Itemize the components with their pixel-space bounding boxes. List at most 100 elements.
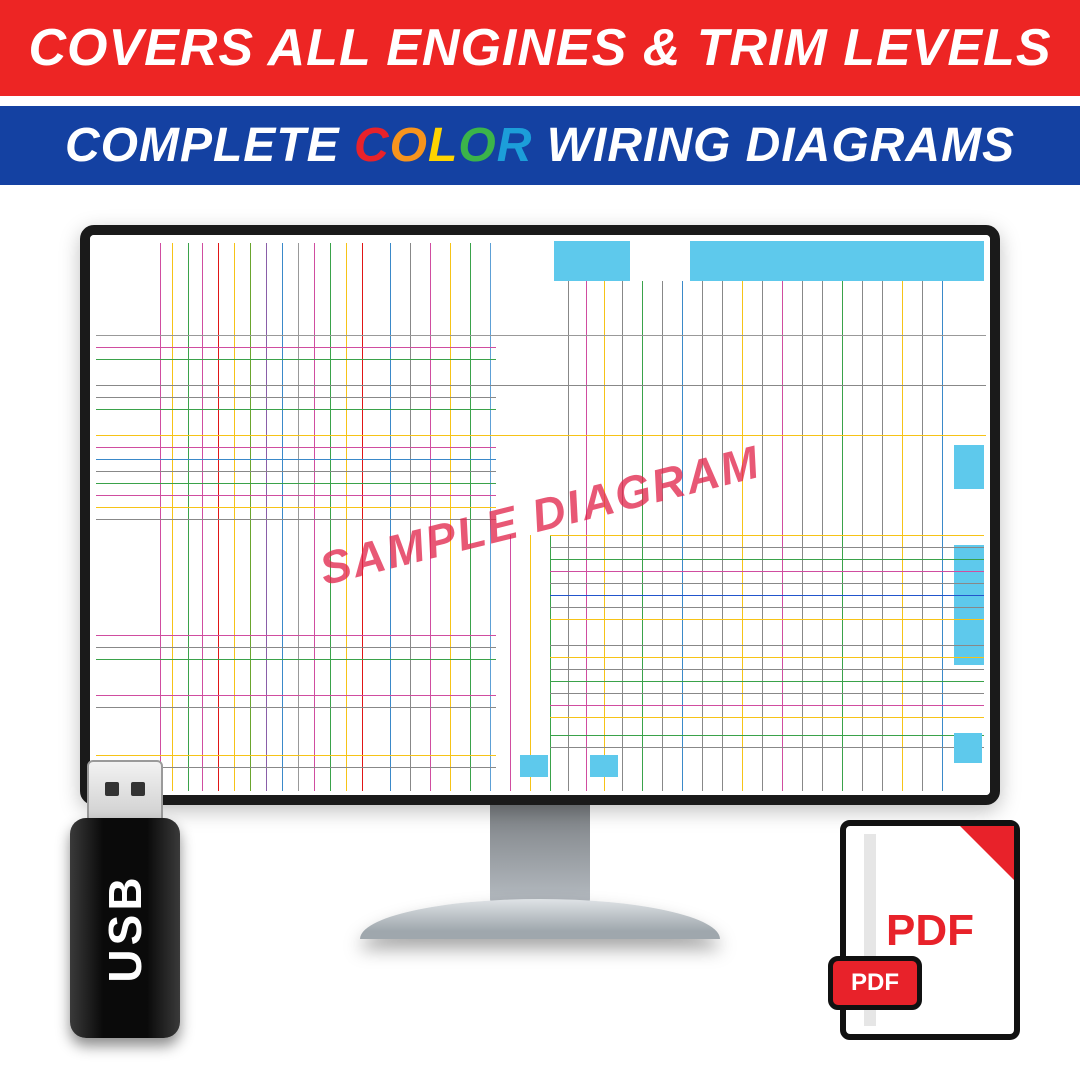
wire [550, 669, 984, 670]
wire [722, 281, 723, 791]
wire [604, 281, 605, 791]
wire [266, 243, 267, 791]
wire [96, 707, 496, 708]
banner-red-text: COVERS ALL ENGINES & TRIM LEVELS [29, 19, 1052, 77]
wire [530, 535, 531, 791]
wire [96, 435, 986, 436]
wiring-diagram: SAMPLE DIAGRAM [90, 235, 990, 795]
wire [202, 243, 203, 791]
wire [172, 243, 173, 791]
wire [510, 535, 511, 791]
pdf-icon: PDF PDF [840, 820, 1020, 1040]
pdf-badge: PDF [828, 956, 922, 1010]
wire [96, 459, 496, 460]
diagram-connector-block [554, 241, 984, 281]
wire [282, 243, 283, 791]
banner-blue-post: WIRING DIAGRAMS [532, 119, 1015, 172]
wire [662, 281, 663, 791]
wire [490, 243, 491, 791]
wire [922, 281, 923, 791]
wire [96, 483, 496, 484]
wire [550, 705, 984, 706]
wire [188, 243, 189, 791]
wire [822, 281, 823, 791]
wire [314, 243, 315, 791]
diagram-small-block [954, 733, 982, 763]
wire [96, 347, 496, 348]
wire [362, 243, 363, 791]
wire [550, 619, 984, 620]
wire [550, 607, 984, 608]
wire [390, 243, 391, 791]
wire [96, 507, 496, 508]
wire [96, 359, 496, 360]
wire [550, 595, 984, 596]
wire [96, 447, 496, 448]
wire [550, 735, 984, 736]
monitor-neck [490, 805, 590, 905]
wire [622, 281, 623, 791]
usb-label: USB [98, 873, 152, 982]
wire [160, 243, 161, 791]
wire [96, 495, 496, 496]
diagram-small-block [520, 755, 548, 777]
wire [96, 695, 496, 696]
diagram-connector-gap [630, 241, 690, 281]
wire [96, 385, 986, 386]
wire [568, 281, 569, 791]
banner-red: COVERS ALL ENGINES & TRIM LEVELS [0, 0, 1080, 96]
wire [96, 519, 496, 520]
wire [330, 243, 331, 791]
wire [96, 659, 496, 660]
wire [550, 657, 984, 658]
wire [550, 717, 984, 718]
wire [550, 583, 984, 584]
wire [882, 281, 883, 791]
banner-blue: COMPLETE COLOR WIRING DIAGRAMS [0, 106, 1080, 185]
wire [762, 281, 763, 791]
wire [470, 243, 471, 791]
wire [902, 281, 903, 791]
banner-blue-colorword: COLOR [354, 119, 532, 172]
wire [250, 243, 251, 791]
wire [450, 243, 451, 791]
wire [96, 755, 496, 756]
wire [96, 409, 496, 410]
diagram-side-block-1 [954, 445, 984, 489]
wire [550, 535, 984, 536]
wire [298, 243, 299, 791]
wire [942, 281, 943, 791]
pdf-page: PDF PDF [840, 820, 1020, 1040]
wire [742, 281, 743, 791]
wire [802, 281, 803, 791]
wire [702, 281, 703, 791]
diagram-side-block-2 [954, 545, 984, 665]
wire [550, 547, 984, 548]
wire [862, 281, 863, 791]
wire [682, 281, 683, 791]
wire [550, 571, 984, 572]
pdf-fold [960, 826, 1014, 880]
wire [550, 681, 984, 682]
wire [642, 281, 643, 791]
wire [96, 647, 496, 648]
pdf-text: PDF [846, 906, 1014, 956]
usb-body: USB [70, 818, 180, 1038]
wire [218, 243, 219, 791]
wire [430, 243, 431, 791]
wire [96, 397, 496, 398]
wire [842, 281, 843, 791]
wire [96, 335, 986, 336]
monitor-bezel: SAMPLE DIAGRAM [80, 225, 1000, 805]
wire [234, 243, 235, 791]
wire [96, 471, 496, 472]
usb-drive: USB [70, 760, 180, 1040]
wire [550, 693, 984, 694]
diagram-small-block [590, 755, 618, 777]
wire [96, 635, 496, 636]
usb-connector [87, 760, 163, 822]
wire [410, 243, 411, 791]
wire [346, 243, 347, 791]
wire [782, 281, 783, 791]
wire [550, 559, 984, 560]
